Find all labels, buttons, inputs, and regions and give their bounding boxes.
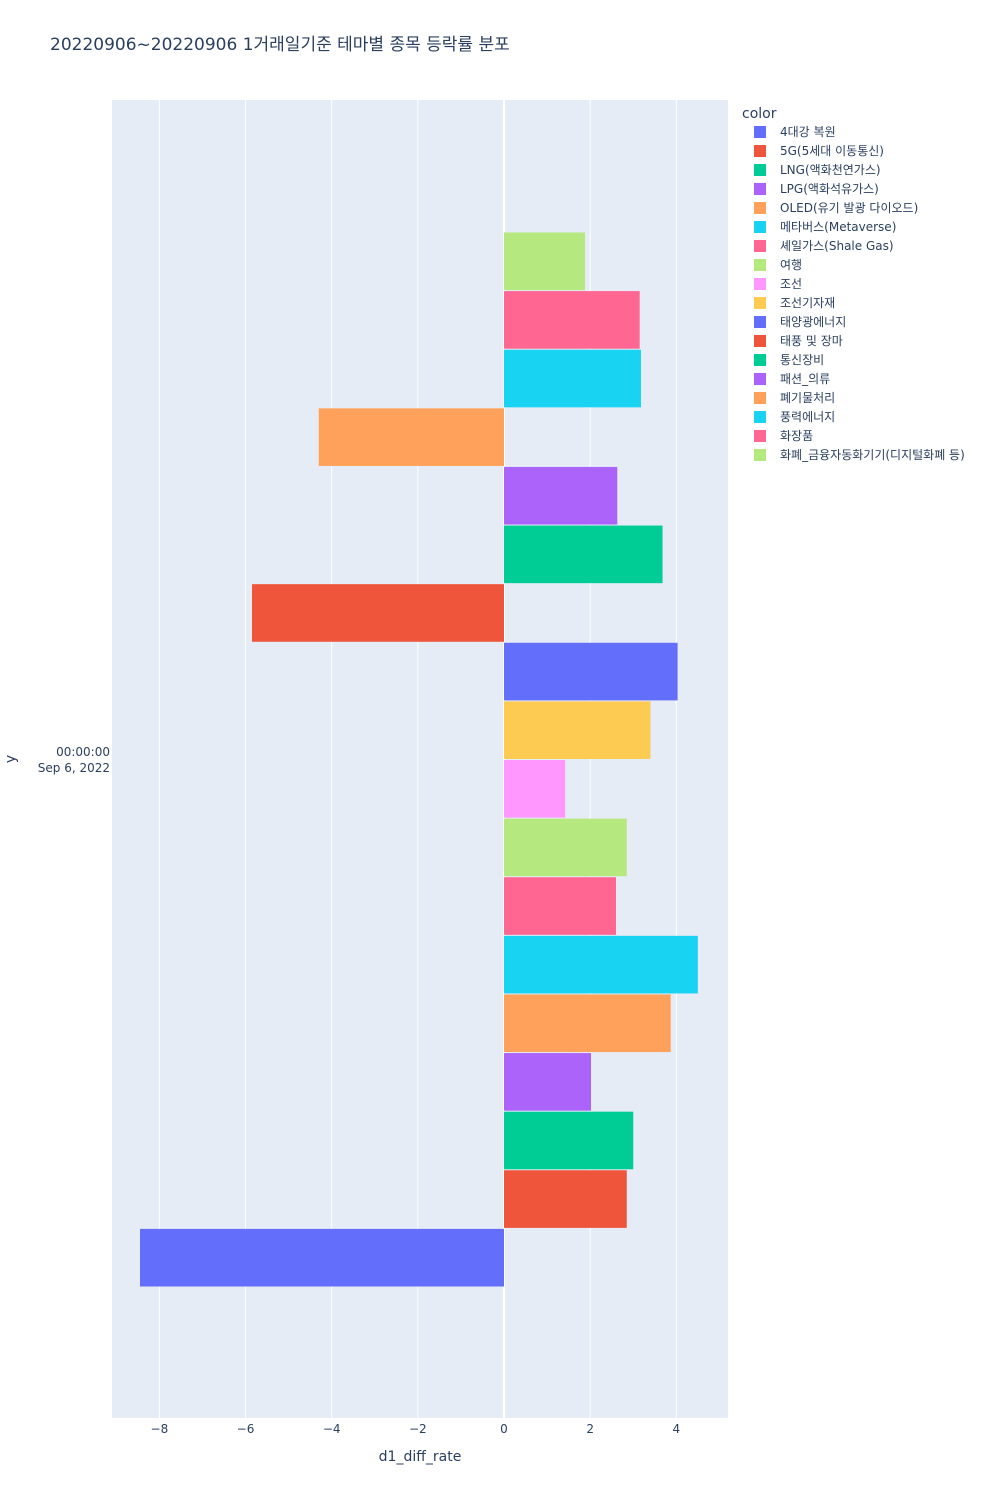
bar[interactable] [504,877,616,935]
bar[interactable] [504,818,627,877]
legend-item-label[interactable]: 셰일가스(Shale Gas) [780,239,894,253]
bar[interactable] [504,935,698,994]
bar[interactable] [140,1228,504,1287]
bar[interactable] [504,760,566,818]
bar[interactable] [504,466,618,525]
legend-swatch[interactable] [754,202,766,214]
bar[interactable] [504,525,663,584]
x-tick-label: −2 [409,1422,427,1436]
legend-swatch[interactable] [754,145,766,157]
legend[interactable]: 4대강 복원 5G(5세대 이동통신) LNG(액화천연가스) LPG(액화석유가스)… [754,125,965,462]
x-tick-label: 0 [500,1422,508,1436]
legend-swatch[interactable] [754,240,766,252]
y-tick-label-date: Sep 6, 2022 [38,761,110,775]
legend-item-label[interactable]: OLED(유기 발광 다이오드) [780,201,918,215]
legend-swatch[interactable] [754,126,766,138]
legend-swatch[interactable] [754,449,766,461]
legend-swatch[interactable] [754,373,766,385]
bars [140,232,698,1287]
legend-swatch[interactable] [754,392,766,404]
bar[interactable] [504,1111,634,1170]
legend-swatch[interactable] [754,259,766,271]
legend-swatch[interactable] [754,278,766,290]
legend-item-label[interactable]: 풍력에너지 [780,410,835,424]
bar[interactable] [504,1170,627,1228]
legend-item-label[interactable]: 4대강 복원 [780,125,836,139]
x-tick-label: 2 [586,1422,594,1436]
x-tick-label: −8 [151,1422,169,1436]
x-tick-label: −4 [323,1422,341,1436]
y-tick-label-time: 00:00:00 [56,745,110,759]
x-axis-title: d1_diff_rate [379,1449,462,1465]
legend-item-label[interactable]: 폐기물처리 [780,391,835,405]
bar[interactable] [504,349,641,408]
chart-title: 20220906~20220906 1거래일기준 테마별 종목 등락률 분포 [50,35,510,55]
legend-item-label[interactable]: 조선기자재 [780,296,835,310]
legend-item-label[interactable]: 조선 [780,277,802,291]
legend-item-label[interactable]: LNG(액화천연가스) [780,162,881,177]
legend-item-label[interactable]: 통신장비 [780,353,824,367]
legend-item-label[interactable]: 여행 [780,257,802,272]
legend-item-label[interactable]: 태풍 및 장마 [780,334,843,348]
legend-swatch[interactable] [754,430,766,442]
legend-swatch[interactable] [754,411,766,423]
legend-swatch[interactable] [754,297,766,309]
x-tick-label: 4 [672,1422,680,1436]
legend-item-label[interactable]: 태양광에너지 [780,315,846,329]
bar[interactable] [504,642,678,701]
legend-item-label[interactable]: 5G(5세대 이동통신) [780,144,884,158]
bar[interactable] [252,584,504,642]
legend-swatch[interactable] [754,335,766,347]
x-axis-ticks: −8 −6 −4 −2 0 2 4 [151,1422,681,1436]
legend-title: color [742,106,777,122]
legend-swatch[interactable] [754,221,766,233]
legend-swatch[interactable] [754,316,766,328]
x-tick-label: −6 [237,1422,255,1436]
bar[interactable] [504,701,651,759]
legend-item-label[interactable]: LPG(액화석유가스) [780,182,879,196]
bar[interactable] [318,408,504,466]
legend-item-label[interactable]: 화폐_금융자동화기기(디지털화폐 등) [780,448,965,462]
legend-swatch[interactable] [754,354,766,366]
legend-swatch[interactable] [754,183,766,195]
legend-item-label[interactable]: 패션_의류 [780,372,830,386]
legend-item-label[interactable]: 화장품 [780,429,813,443]
bar[interactable] [504,1053,592,1111]
bar[interactable] [504,994,671,1053]
y-axis-title: y [3,755,19,763]
legend-swatch[interactable] [754,164,766,176]
legend-item-label[interactable]: 메타버스(Metaverse) [780,220,896,234]
bar[interactable] [504,232,585,291]
bar[interactable] [504,291,640,349]
